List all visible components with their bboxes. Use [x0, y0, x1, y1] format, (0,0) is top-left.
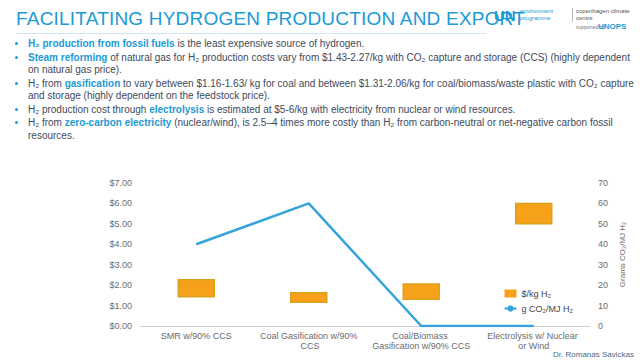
svg-text:$6.00: $6.00 — [109, 198, 132, 208]
html-text:UNOPS: UNOPS — [598, 22, 627, 31]
html-text:Dr. Romanas Savickas: Dr. Romanas Savickas — [553, 350, 634, 359]
html-text:H₂ production from fossil fuel: H₂ production from fossil fuels is the l… — [28, 38, 365, 49]
svg-text:40: 40 — [598, 239, 608, 249]
html-text:copenhagen climate centre: copenhagen climate centre — [576, 8, 630, 21]
svg-text:10: 10 — [598, 301, 608, 311]
html-text:FACILITATING HYDROGEN PRODUCTI: FACILITATING HYDROGEN PRODUCTION AND EXP… — [16, 8, 525, 29]
svg-text:70: 70 — [598, 178, 608, 188]
svg-text:Coal/Biomass: Coal/Biomass — [392, 331, 450, 341]
html-text:UN: UN — [494, 7, 516, 24]
svg-text:$7.00: $7.00 — [109, 178, 132, 188]
svg-text:g CO₂/MJ H₂: g CO₂/MJ H₂ — [522, 304, 574, 314]
svg-text:$2.00: $2.00 — [109, 280, 132, 290]
svg-text:$0.00: $0.00 — [109, 321, 132, 331]
html-text:Steam reforming of natural gas: Steam reforming of natural gas for H₂ pr… — [28, 51, 630, 75]
svg-text:Coal Gasification w/90%: Coal Gasification w/90% — [260, 331, 358, 341]
svg-text:Gasification w/90% CCS: Gasification w/90% CCS — [372, 341, 470, 351]
html-text:H₂ production cost through ele: H₂ production cost through electrolysis … — [28, 103, 516, 115]
svg-text:Electrolysis w/ Nuclear: Electrolysis w/ Nuclear — [487, 331, 580, 341]
html-text:H₂ from gasification to vary b: H₂ from gasification to vary between $1.… — [28, 77, 634, 101]
svg-text:Grams CO₂/MJ H₂: Grams CO₂/MJ H₂ — [618, 222, 627, 287]
svg-text:50: 50 — [598, 219, 608, 229]
svg-text:or Wind: or Wind — [518, 341, 549, 351]
svg-text:0: 0 — [598, 321, 603, 331]
svg-text:60: 60 — [598, 198, 608, 208]
html-text:supported by: supported by — [576, 24, 605, 30]
svg-text:CCS: CCS — [298, 341, 320, 351]
svg-text:$5.00: $5.00 — [109, 219, 132, 229]
svg-text:$4.00: $4.00 — [109, 239, 132, 249]
svg-text:SMR w/90% CCS: SMR w/90% CCS — [161, 331, 232, 341]
html-text:H₂ from zero-carbon electricit: H₂ from zero-carbon electricity (nuclear… — [28, 117, 613, 141]
svg-text:30: 30 — [598, 260, 608, 270]
svg-text:$3.00: $3.00 — [109, 260, 132, 270]
svg-text:$1.00: $1.00 — [109, 301, 132, 311]
html-text:environment programme: environment programme — [520, 8, 553, 21]
svg-text:20: 20 — [598, 280, 608, 290]
svg-text:$/kg H₂: $/kg H₂ — [522, 289, 552, 299]
